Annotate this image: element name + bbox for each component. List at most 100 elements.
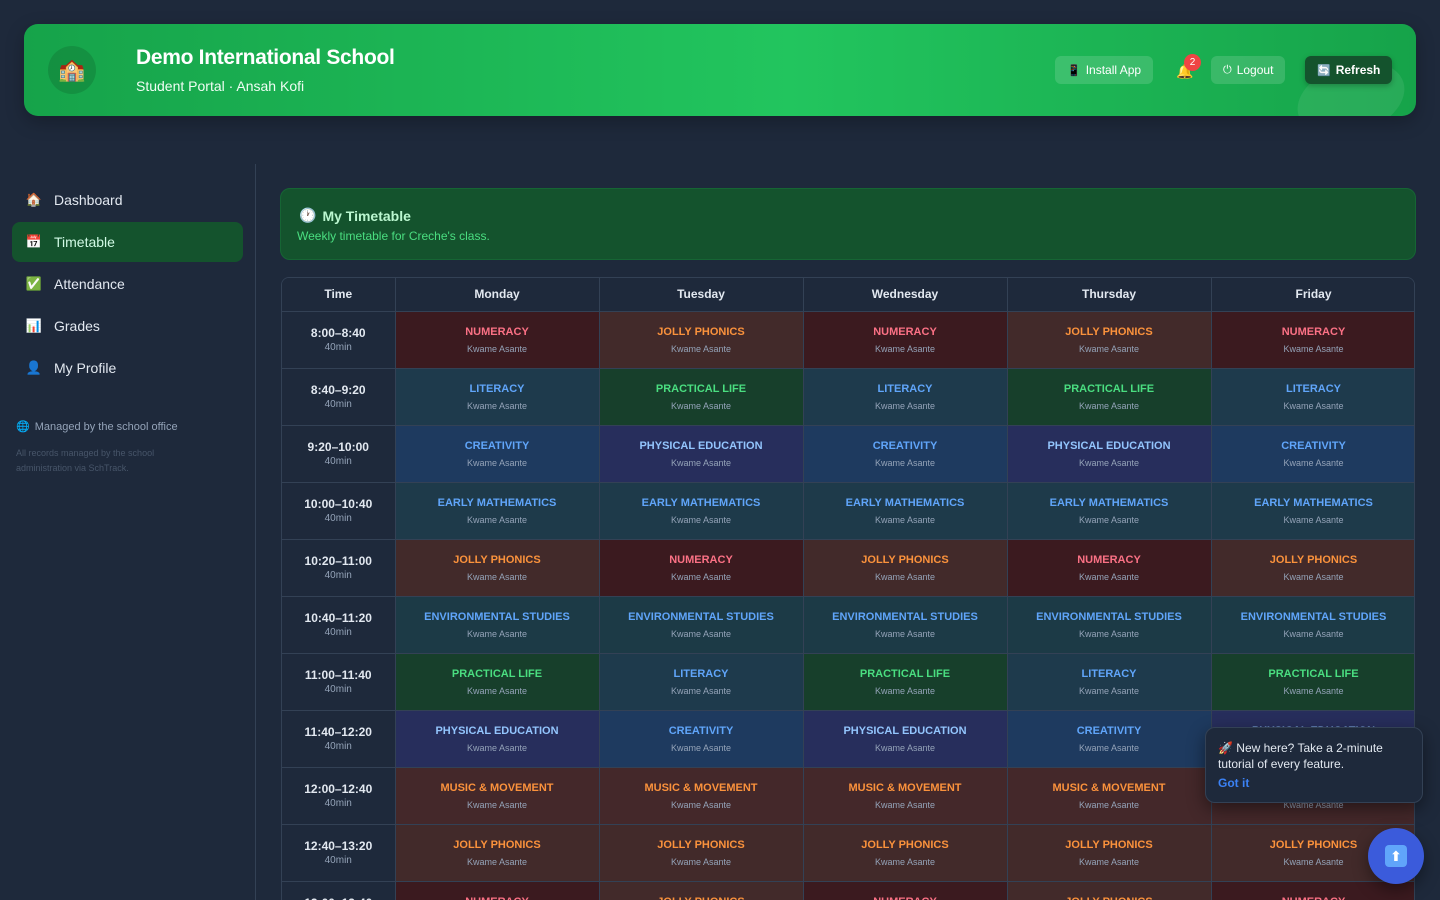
lesson-cell-tuesday[interactable]: LITERACY Kwame Asante (599, 653, 804, 711)
lesson-cell-friday[interactable]: ENVIRONMENTAL STUDIES Kwame Asante (1211, 596, 1414, 654)
scroll-top-button[interactable]: ⬆ (1368, 828, 1424, 884)
subject-name: JOLLY PHONICS (1065, 838, 1153, 851)
lesson-cell-monday[interactable]: CREATIVITY Kwame Asante (395, 425, 600, 483)
subject-name: JOLLY PHONICS (861, 553, 949, 566)
subject-name: CREATIVITY (464, 439, 530, 452)
lesson-cell-monday[interactable]: JOLLY PHONICS Kwame Asante (395, 824, 600, 882)
managed-by-label: 🌐 Managed by the school office (16, 420, 178, 434)
lesson-cell-wednesday[interactable]: MUSIC & MOVEMENT Kwame Asante (803, 767, 1008, 825)
sidebar-item-timetable[interactable]: 📅 Timetable (12, 222, 243, 262)
lesson-cell-wednesday[interactable]: ENVIRONMENTAL STUDIES Kwame Asante (803, 596, 1008, 654)
lesson-cell-monday[interactable]: PHYSICAL EDUCATION Kwame Asante (395, 710, 600, 768)
subject-name: MUSIC & MOVEMENT (1052, 781, 1166, 794)
logout-button[interactable]: ⏻ Logout (1211, 56, 1286, 84)
subject-name: EARLY MATHEMATICS (845, 496, 965, 509)
sidebar-item-attendance[interactable]: ✅ Attendance (12, 264, 243, 304)
lesson-cell-friday[interactable]: EARLY MATHEMATICS Kwame Asante (1211, 482, 1414, 540)
lesson-cell-monday[interactable]: MUSIC & MOVEMENT Kwame Asante (395, 767, 600, 825)
timetable-grid: Time Monday Tuesday Wednesday Thursday F… (281, 277, 1415, 900)
lesson-cell-wednesday[interactable]: CREATIVITY Kwame Asante (803, 425, 1008, 483)
lesson-cell-friday[interactable]: LITERACY Kwame Asante (1211, 368, 1414, 426)
subject-name: NUMERACY (465, 325, 529, 338)
lesson-cell-thursday[interactable]: PRACTICAL LIFE Kwame Asante (1007, 368, 1212, 426)
teacher-name: Kwame Asante (1283, 685, 1344, 696)
tutorial-got-it-button[interactable]: Got it (1218, 776, 1250, 790)
notification-count-badge: 2 (1184, 54, 1201, 71)
lesson-cell-monday[interactable]: JOLLY PHONICS Kwame Asante (395, 539, 600, 597)
subject-name: JOLLY PHONICS (861, 838, 949, 851)
sidebar-item-grades[interactable]: 📊 Grades (12, 306, 243, 346)
lesson-cell-thursday[interactable]: EARLY MATHEMATICS Kwame Asante (1007, 482, 1212, 540)
teacher-name: Kwame Asante (1078, 514, 1140, 525)
lesson-cell-tuesday[interactable]: MUSIC & MOVEMENT Kwame Asante (599, 767, 804, 825)
lesson-cell-tuesday[interactable]: CREATIVITY Kwame Asante (599, 710, 804, 768)
lesson-cell-wednesday[interactable]: PRACTICAL LIFE Kwame Asante (803, 653, 1008, 711)
column-header-friday: Friday (1211, 278, 1414, 312)
lesson-cell-thursday[interactable]: CREATIVITY Kwame Asante (1007, 710, 1212, 768)
lesson-cell-monday[interactable]: ENVIRONMENTAL STUDIES Kwame Asante (395, 596, 600, 654)
sidebar-item-my-profile[interactable]: 👤 My Profile (12, 348, 243, 388)
lesson-cell-tuesday[interactable]: ENVIRONMENTAL STUDIES Kwame Asante (599, 596, 804, 654)
lesson-cell-thursday[interactable]: LITERACY Kwame Asante (1007, 653, 1212, 711)
timetable-subtitle: Weekly timetable for Creche's class. (297, 229, 490, 243)
subject-name: PRACTICAL LIFE (859, 667, 951, 680)
time-slot-cell: 11:40–12:20 40min (282, 710, 396, 768)
checkmark-icon: ✅ (25, 276, 43, 291)
teacher-name: Kwame Asante (466, 343, 528, 354)
lesson-cell-thursday[interactable]: MUSIC & MOVEMENT Kwame Asante (1007, 767, 1212, 825)
sidebar-item-dashboard[interactable]: 🏠 Dashboard (12, 180, 243, 220)
lesson-cell-tuesday[interactable]: PHYSICAL EDUCATION Kwame Asante (599, 425, 804, 483)
logout-label: Logout (1236, 63, 1274, 77)
lesson-cell-wednesday[interactable]: JOLLY PHONICS Kwame Asante (803, 824, 1008, 882)
managed-by-text: Managed by the school office (34, 420, 178, 433)
lesson-cell-thursday[interactable]: PHYSICAL EDUCATION Kwame Asante (1007, 425, 1212, 483)
install-app-button[interactable]: 📱 Install App (1055, 56, 1154, 84)
time-slot-duration: 40min (324, 855, 352, 866)
tutorial-message: New here? Take a 2-minute tutorial of ev… (1218, 741, 1383, 771)
globe-icon: 🌐 (16, 421, 30, 433)
lesson-cell-friday[interactable]: JOLLY PHONICS Kwame Asante (1211, 539, 1414, 597)
lesson-cell-tuesday[interactable]: PRACTICAL LIFE Kwame Asante (599, 368, 804, 426)
lesson-cell-tuesday[interactable]: EARLY MATHEMATICS Kwame Asante (599, 482, 804, 540)
lesson-cell-friday[interactable]: PRACTICAL LIFE Kwame Asante (1211, 653, 1414, 711)
lesson-cell-tuesday[interactable]: NUMERACY Kwame Asante (599, 539, 804, 597)
time-slot-label: 8:00–8:40 (310, 326, 366, 340)
subject-name: PHYSICAL EDUCATION (1047, 439, 1171, 452)
lesson-cell-thursday[interactable]: NUMERACY Kwame Asante (1007, 539, 1212, 597)
time-slot-duration: 40min (324, 627, 352, 638)
teacher-name: Kwame Asante (1078, 742, 1140, 753)
lesson-cell-wednesday[interactable]: LITERACY Kwame Asante (803, 368, 1008, 426)
refresh-button[interactable]: 🔄 Refresh (1305, 56, 1393, 84)
time-slot-duration: 40min (324, 684, 352, 695)
time-slot-label: 10:40–11:20 (304, 611, 372, 625)
teacher-name: Kwame Asante (874, 400, 936, 411)
lesson-cell-wednesday[interactable]: PHYSICAL EDUCATION Kwame Asante (803, 710, 1008, 768)
lesson-cell-monday[interactable]: PRACTICAL LIFE Kwame Asante (395, 653, 600, 711)
subject-name: NUMERACY (1212, 896, 1415, 900)
subject-name: NUMERACY (1077, 553, 1141, 566)
lesson-cell-monday[interactable]: EARLY MATHEMATICS Kwame Asante (395, 482, 600, 540)
subject-name: ENVIRONMENTAL STUDIES (1036, 610, 1182, 623)
lesson-cell-friday[interactable]: CREATIVITY Kwame Asante (1211, 425, 1414, 483)
teacher-name: Kwame Asante (874, 742, 936, 753)
subject-name: LITERACY (673, 667, 729, 680)
lesson-cell-thursday[interactable]: ENVIRONMENTAL STUDIES Kwame Asante (1007, 596, 1212, 654)
teacher-name: Kwame Asante (670, 400, 732, 411)
lesson-cell-wednesday[interactable]: JOLLY PHONICS Kwame Asante (803, 539, 1008, 597)
teacher-name: Kwame Asante (670, 343, 732, 354)
lesson-cell-wednesday[interactable]: EARLY MATHEMATICS Kwame Asante (803, 482, 1008, 540)
lesson-cell-monday[interactable]: LITERACY Kwame Asante (395, 368, 600, 426)
timetable-body: 8:00–8:40 40min NUMERACY Kwame Asante JOLLY … (282, 311, 1415, 900)
lesson-cell-monday[interactable]: NUMERACY Kwame Asante (395, 311, 600, 369)
